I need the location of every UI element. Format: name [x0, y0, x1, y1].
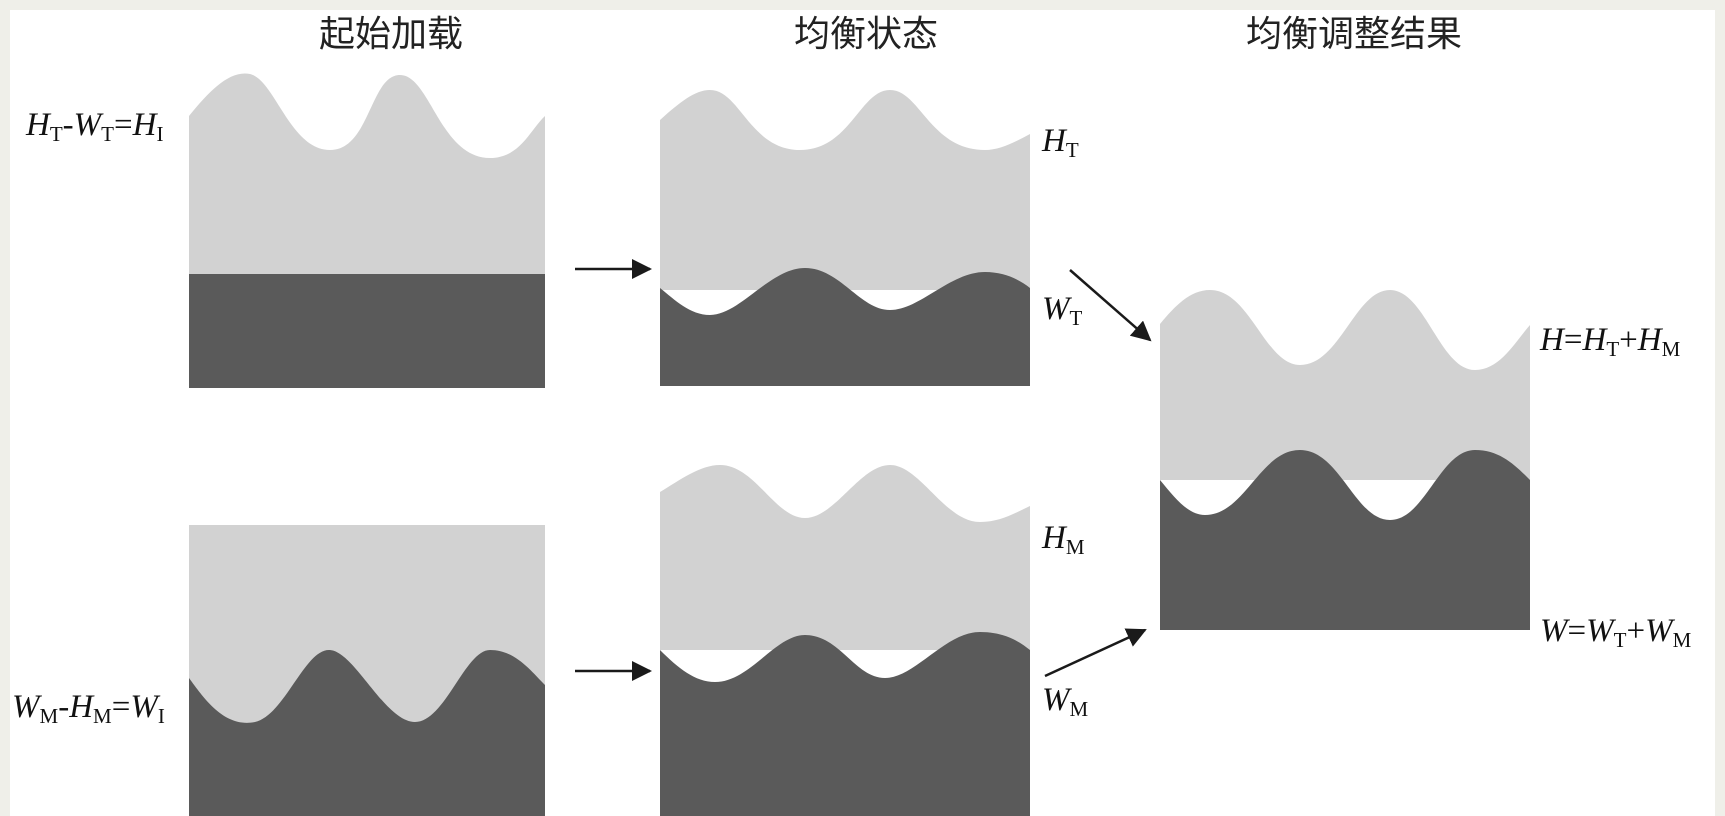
- moho-layer: [660, 632, 1030, 816]
- label-wt: WT: [1042, 291, 1083, 330]
- diagram-svg: 起始加载 均衡状态 均衡调整结果 HT-WT=HI WM-HM=WI HT: [12, 14, 1692, 816]
- label-ht: HT: [1041, 123, 1079, 162]
- moho-layer: [660, 268, 1030, 386]
- topography-layer: [660, 465, 1030, 650]
- panel-initial-moho: [189, 525, 545, 816]
- title-initial-loading: 起始加载: [319, 14, 463, 55]
- topography-layer: [660, 90, 1030, 290]
- label-initial-topographic-load: HT-WT=HI: [25, 107, 163, 146]
- label-wm: WM: [1042, 682, 1089, 721]
- arrow-bottom-to-result: [1044, 628, 1147, 678]
- label-total-h: H=HT+HM: [1539, 322, 1681, 361]
- label-initial-moho-load: WM-HM=WI: [12, 689, 165, 728]
- title-equilibrium-state: 均衡状态: [794, 14, 938, 55]
- arrow-top-to-result: [1069, 269, 1152, 342]
- title-adjustment-result: 均衡调整结果: [1246, 14, 1462, 55]
- moho-layer: [1160, 450, 1530, 630]
- topography-layer: [1160, 290, 1530, 480]
- panel-initial-topographic: [189, 73, 545, 388]
- diagram-canvas: 起始加载 均衡状态 均衡调整结果 HT-WT=HI WM-HM=WI HT: [10, 10, 1715, 816]
- label-total-w: W=WT+WM: [1540, 613, 1692, 652]
- panel-equilibrium-moho: [660, 465, 1030, 816]
- moho-layer: [189, 649, 545, 816]
- panel-equilibrium-topographic: [660, 90, 1030, 386]
- label-hm: HM: [1041, 520, 1085, 559]
- panel-adjustment-result: [1160, 290, 1530, 630]
- moho-layer: [189, 274, 545, 388]
- topography-layer: [189, 73, 545, 275]
